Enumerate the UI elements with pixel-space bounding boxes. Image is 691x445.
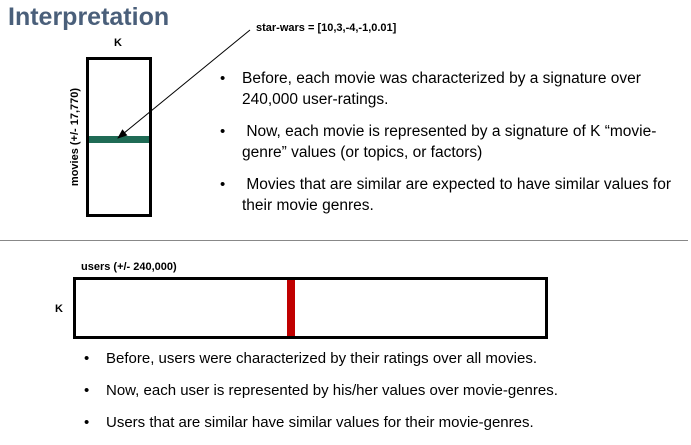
bullet-text: Users that are similar have similar valu… [106, 414, 534, 431]
list-item: • Now, each user is represented by his/he… [84, 381, 684, 400]
list-item: • Users that are similar have similar val… [84, 413, 684, 432]
bullet-dot: • [220, 176, 226, 193]
user-matrix-box [73, 277, 548, 339]
section-divider [0, 240, 688, 241]
star-wars-annotation: star-wars = [10,3,-4,-1,0.01] [256, 22, 397, 34]
bullet-dot: • [84, 414, 90, 431]
bullet-dot: • [84, 382, 90, 399]
user-matrix-top-label: users (+/- 240,000) [81, 261, 177, 273]
bullet-text: Movies that are similar are expected to … [242, 176, 676, 214]
bullet-text: Before, each movie was characterized by … [242, 70, 641, 108]
bullet-dot: • [220, 123, 226, 140]
slide-title: Interpretation [8, 3, 170, 31]
movie-matrix-k-label: K [114, 37, 122, 49]
list-item: • Before, each movie was characterized by… [220, 68, 680, 110]
movie-matrix-box [86, 57, 152, 217]
bullet-text: Before, users were characterized by thei… [106, 350, 538, 367]
list-item: • Movies that are similar are expected t… [220, 174, 680, 216]
bullet-text: Now, each movie is represented by a sign… [242, 123, 657, 161]
user-matrix-k-label: K [55, 303, 63, 315]
movie-bullets: • Before, each movie was characterized by… [220, 68, 680, 227]
user-bullets: • Before, users were characterized by the… [84, 349, 684, 445]
star-wars-row-highlight [89, 136, 149, 143]
list-item: • Now, each movie is represented by a si… [220, 121, 680, 163]
bullet-text: Now, each user is represented by his/her… [106, 382, 558, 399]
bullet-dot: • [220, 70, 226, 87]
list-item: • Before, users were characterized by the… [84, 349, 684, 368]
bullet-dot: • [84, 350, 90, 367]
user-column-highlight [287, 280, 295, 336]
